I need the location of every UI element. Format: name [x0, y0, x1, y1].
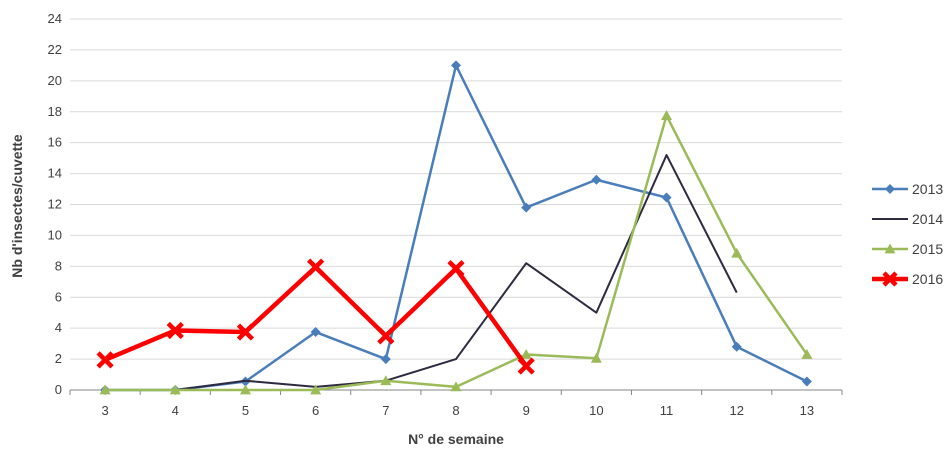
triangle-marker — [169, 384, 181, 395]
x-axis-title: N° de semaine — [408, 431, 504, 447]
x-tick-label: 11 — [660, 403, 674, 418]
triangle-marker — [310, 384, 322, 395]
series-2015 — [99, 110, 813, 395]
diamond-marker — [885, 184, 895, 194]
y-tick-label: 18 — [48, 104, 62, 119]
triangle-marker — [99, 384, 111, 395]
triangle-marker — [884, 243, 896, 254]
legend-label: 2013 — [912, 181, 943, 197]
triangle-marker — [801, 348, 813, 359]
diamond-marker — [591, 174, 602, 185]
legend-label: 2016 — [912, 271, 943, 287]
diamond-marker — [451, 60, 461, 71]
legend-item-2014: 2014 — [872, 211, 943, 227]
triangle-marker — [450, 381, 462, 392]
triangle-marker — [731, 247, 743, 258]
series-2013 — [100, 60, 812, 395]
diamond-marker — [801, 376, 812, 387]
legend: 2013 2014 2015 2016 — [872, 181, 943, 287]
legend-item-2013: 2013 — [872, 181, 943, 197]
x-tick-label: 13 — [800, 403, 814, 418]
legend-item-2015: 2015 — [872, 241, 943, 257]
x-marker — [236, 323, 255, 341]
x-tick-label: 5 — [242, 403, 249, 418]
gridlines — [70, 18, 842, 360]
y-tick-label: 4 — [55, 320, 62, 335]
y-tick-label: 14 — [48, 166, 62, 181]
x-marker — [447, 260, 465, 278]
y-tick-label: 20 — [48, 73, 62, 88]
y-tick-label: 22 — [48, 42, 62, 57]
y-tick-label: 0 — [55, 382, 62, 397]
y-tick-label: 8 — [55, 258, 62, 273]
series-lines — [96, 60, 813, 395]
x-tick-label: 12 — [729, 403, 743, 418]
y-tick-label: 12 — [48, 197, 62, 212]
x-tick-label: 4 — [172, 403, 179, 418]
y-tick-label: 2 — [55, 351, 62, 366]
series-line — [105, 114, 808, 392]
x-marker — [96, 351, 114, 369]
series-2016 — [96, 258, 535, 375]
x-marker — [307, 258, 325, 276]
triangle-marker — [380, 375, 392, 386]
triangle-marker — [520, 348, 532, 359]
x-marker — [166, 321, 184, 340]
x-marker — [882, 271, 898, 287]
series-line — [104, 264, 529, 368]
legend-item-2016: 2016 — [872, 271, 943, 287]
x-marker — [517, 357, 535, 375]
y-axis-title: Nb d'insectes/cuvette — [9, 134, 25, 278]
diamond-marker — [661, 192, 672, 203]
x-tick-label: 8 — [452, 403, 459, 418]
x-tick-label: 6 — [312, 403, 319, 418]
y-tick-label: 24 — [48, 11, 62, 26]
x-tick-label: 9 — [523, 403, 530, 418]
legend-label: 2015 — [912, 241, 943, 257]
y-tick-label: 16 — [48, 135, 62, 150]
series-line — [105, 64, 808, 392]
x-tick-label: 7 — [382, 403, 389, 418]
diamond-marker — [731, 341, 742, 352]
triangle-marker — [590, 352, 602, 363]
triangle-marker — [239, 384, 251, 395]
triangle-marker — [661, 110, 673, 121]
diamond-marker — [310, 327, 321, 338]
legend-label: 2014 — [912, 211, 943, 227]
diamond-marker — [380, 354, 391, 365]
x-tick-label: 10 — [589, 403, 603, 418]
diamond-marker — [521, 202, 532, 213]
x-marker — [377, 327, 395, 345]
y-tick-label: 10 — [48, 227, 62, 242]
x-tick-label: 3 — [101, 403, 108, 418]
y-tick-label: 6 — [55, 289, 62, 304]
